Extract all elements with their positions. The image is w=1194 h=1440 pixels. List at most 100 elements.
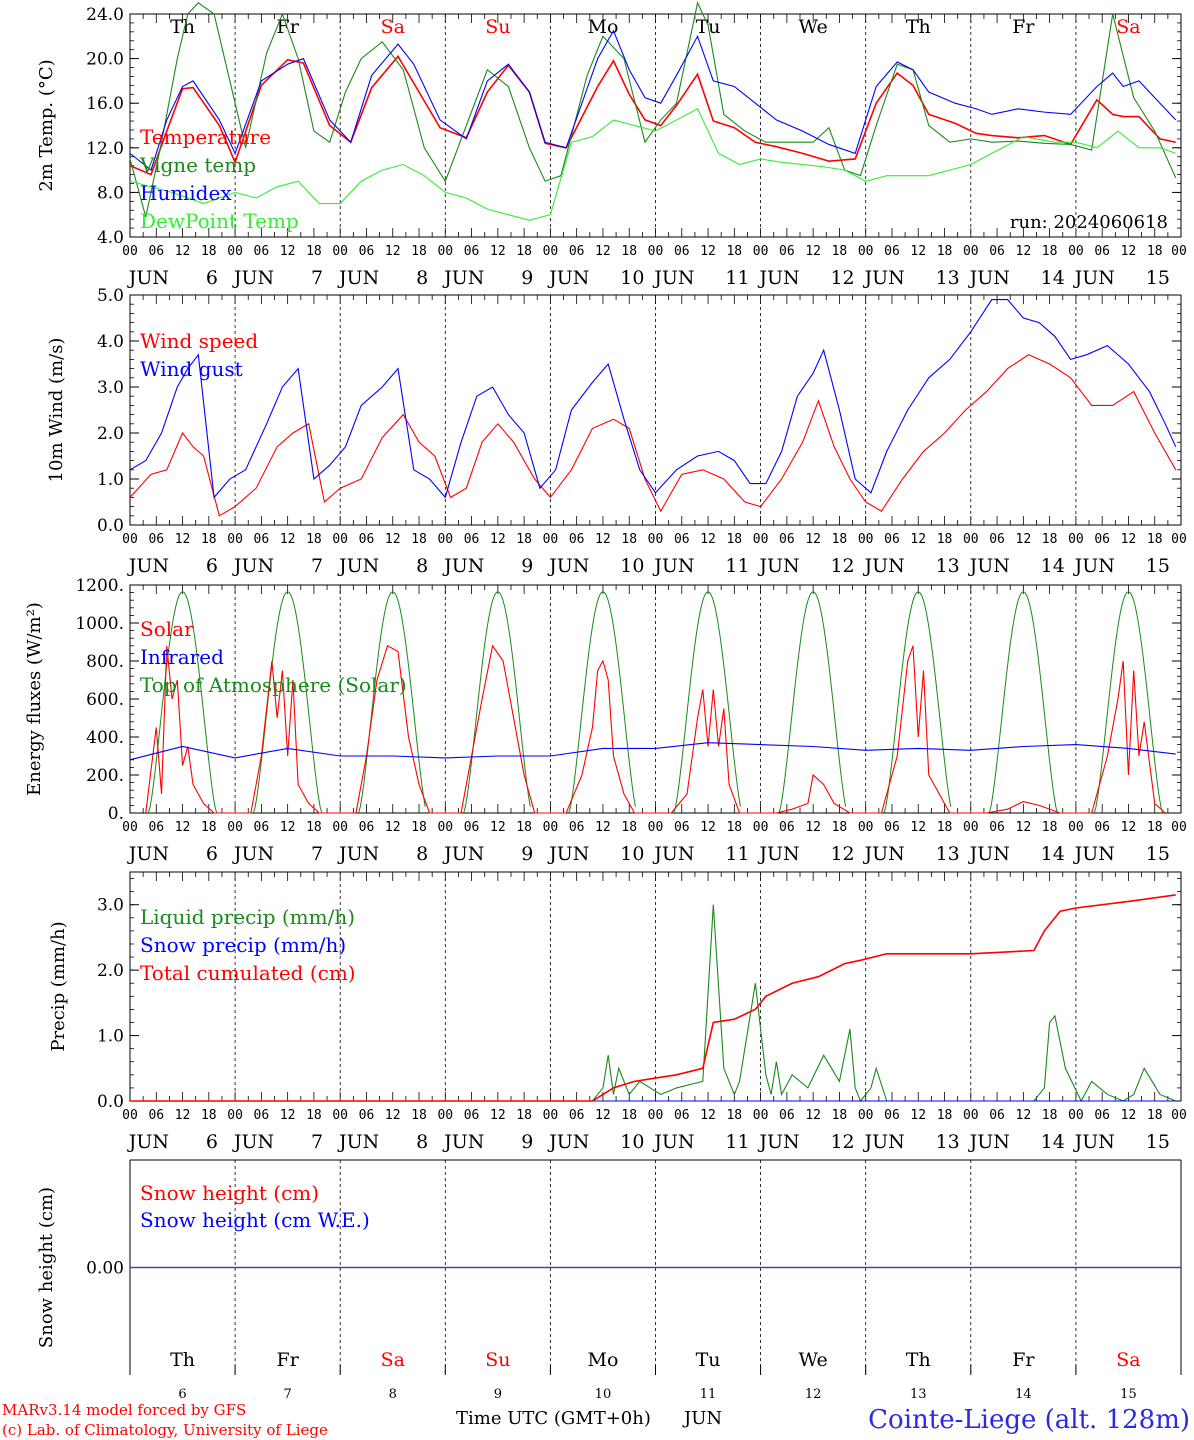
x-hour-label: 06 [884, 1108, 900, 1123]
x-month-label: JUN [968, 267, 1010, 289]
x-hour-label: 06 [989, 820, 1005, 835]
y-tick-label: 12.0 [86, 139, 124, 159]
x-date-label: 13 [936, 555, 960, 577]
x-hour-label: 00 [648, 532, 664, 547]
station-label: Cointe-Liege (alt. 128m) [868, 1405, 1190, 1435]
x-date-label: 11 [725, 1131, 749, 1153]
x-hour-label: 12 [280, 1108, 296, 1123]
y-tick-label: 3.0 [97, 896, 124, 916]
x-hour-label: 12 [280, 532, 296, 547]
x-month-label: JUN [1073, 843, 1115, 865]
legend-entry: Snow height (cm W.E.) [140, 1208, 370, 1232]
x-month-label: JUN [862, 1131, 904, 1153]
x-hour-label: 18 [832, 820, 848, 835]
x-date-label: 10 [620, 1131, 644, 1153]
x-hour-label: 18 [1147, 820, 1163, 835]
x-hour-label: 00 [753, 532, 769, 547]
y-tick-label: 4.0 [97, 332, 124, 352]
x-hour-label: 00 [1171, 1108, 1187, 1123]
y-tick-label: 600. [86, 690, 124, 710]
x-month-label: JUN [442, 267, 484, 289]
x-hour-label: 18 [937, 532, 953, 547]
x-month-label: JUN [232, 1131, 274, 1153]
x-date-label: 10 [620, 555, 644, 577]
run-label: run: 2024060618 [1010, 212, 1168, 233]
series-line-infrared [129, 742, 1176, 761]
x-date-label: 11 [725, 843, 749, 865]
weekday-label: We [799, 16, 828, 38]
x-hour-label: 00 [963, 1108, 979, 1123]
x-month-label: JUN [968, 1131, 1010, 1153]
x-hour-label: 12 [700, 1108, 716, 1123]
x-hour-label: 12 [910, 820, 926, 835]
x-date-label: 7 [311, 843, 323, 865]
x-hour-label: 00 [1068, 1108, 1084, 1123]
x-date-label: 13 [910, 1387, 927, 1402]
y-tick-label: 24.0 [86, 5, 124, 25]
x-hour-label: 12 [1016, 1108, 1032, 1123]
x-date-label: 6 [178, 1387, 186, 1402]
x-hour-label: 12 [490, 532, 506, 547]
y-tick-label: 8.0 [97, 183, 124, 203]
x-date-label: 12 [830, 555, 854, 577]
legend-entry: Infrared [140, 645, 224, 669]
y-tick-label: 1.0 [97, 1027, 124, 1047]
weekday-label: Fr [1012, 16, 1035, 38]
x-hour-label: 12 [280, 820, 296, 835]
x-month-label: JUN [337, 1131, 379, 1153]
x-hour-label: 00 [332, 820, 348, 835]
x-date-label: 14 [1041, 555, 1065, 577]
y-tick-label: 400. [86, 728, 124, 748]
x-hour-label: 12 [700, 244, 716, 259]
weekday-label: Sa [1116, 16, 1140, 38]
y-tick-label: 0. [108, 804, 124, 824]
x-hour-label: 12 [1121, 532, 1137, 547]
x-hour-label: 00 [963, 820, 979, 835]
x-hour-label: 12 [1121, 244, 1137, 259]
x-hour-label: 18 [306, 244, 322, 259]
x-hour-label: 12 [490, 1108, 506, 1123]
x-hour-label: 18 [306, 532, 322, 547]
x-hour-label: 06 [148, 1108, 164, 1123]
x-date-label: 12 [830, 843, 854, 865]
weekday-label: Fr [1012, 1349, 1035, 1371]
x-date-label: 14 [1015, 1387, 1032, 1402]
x-hour-label: 06 [779, 1108, 795, 1123]
x-hour-label: 18 [1147, 532, 1163, 547]
panel-1: 4.0 8.0 12.0 16.0 20.0 24.0 2m Temp. (°C) 00 06 1… [36, 1, 1187, 289]
x-date-label: 15 [1146, 267, 1170, 289]
y-tick-label: 1200. [75, 576, 124, 596]
x-hour-label: 00 [122, 1108, 138, 1123]
x-date-label: 10 [595, 1387, 612, 1402]
y-tick-label: 2.0 [97, 424, 124, 444]
panel-2: 0.0 1.0 2.0 3.0 4.0 5.0 10m Wind (m/s) 00 06 12 18… [46, 286, 1187, 577]
x-hour-label: 18 [201, 532, 217, 547]
x-date-label: 11 [725, 267, 749, 289]
x-hour-label: 00 [437, 1108, 453, 1123]
x-month-label: JUN [652, 267, 694, 289]
x-date-label: 15 [1146, 843, 1170, 865]
x-month-label: JUN [968, 555, 1010, 577]
weekday-label: Tu [696, 1349, 721, 1371]
x-hour-label: 06 [674, 820, 690, 835]
x-hour-label: 18 [516, 244, 532, 259]
x-month-label: JUN [547, 555, 589, 577]
legend-entry: Temperature [140, 125, 271, 149]
series-line-liquid-precip-mm-h- [130, 904, 1176, 1103]
x-hour-label: 12 [490, 820, 506, 835]
x-hour-label: 06 [989, 532, 1005, 547]
x-date-label: 10 [620, 267, 644, 289]
x-hour-label: 00 [1068, 532, 1084, 547]
legend-entry: Snow height (cm) [140, 1181, 319, 1205]
x-hour-label: 00 [648, 244, 664, 259]
x-month-label: JUN [442, 555, 484, 577]
x-date-label: 8 [416, 555, 428, 577]
xlabel-month: JUN [682, 1408, 722, 1429]
toa-solar-curve [883, 591, 952, 814]
x-date-label: 8 [416, 843, 428, 865]
x-hour-label: 06 [1094, 532, 1110, 547]
x-hour-label: 00 [332, 244, 348, 259]
x-hour-label: 06 [464, 244, 480, 259]
x-hour-label: 06 [254, 1108, 270, 1123]
